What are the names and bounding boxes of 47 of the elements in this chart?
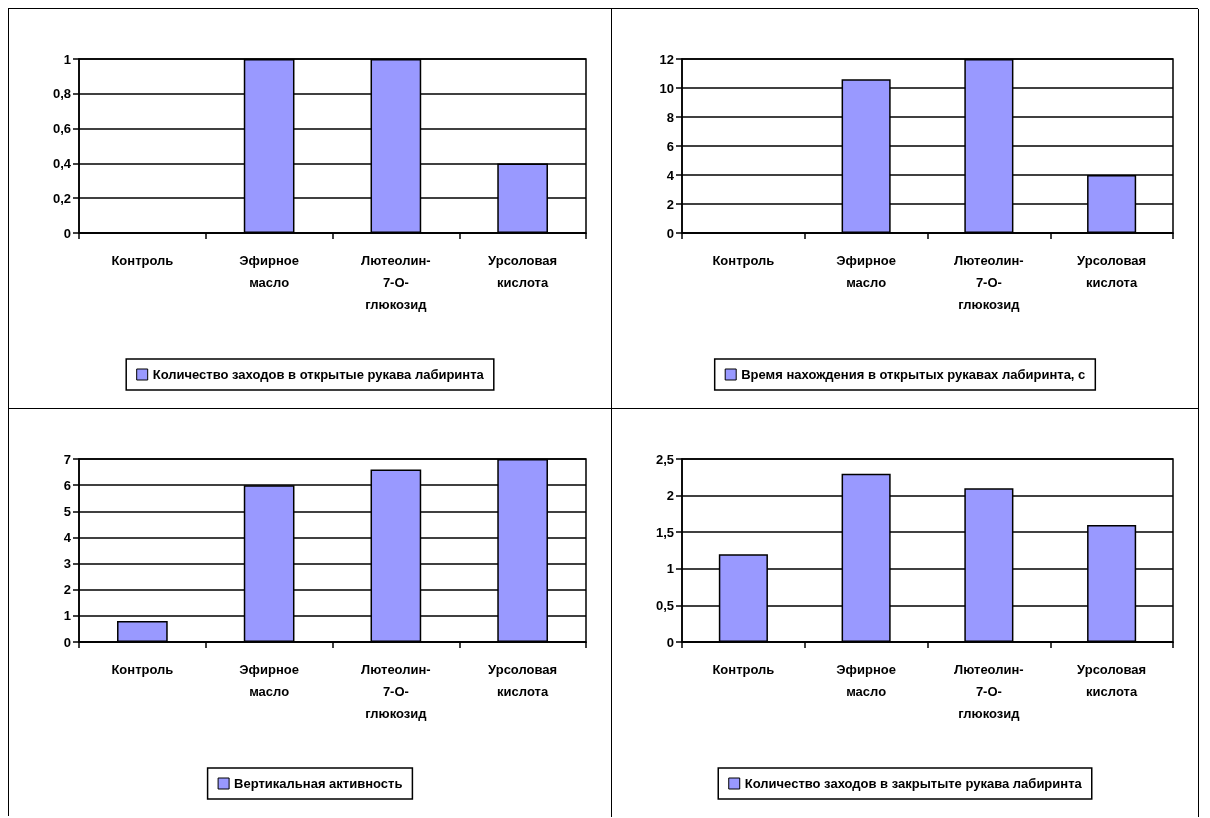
x-tick-label: Эфирное масло bbox=[836, 252, 896, 290]
y-tick-label: 0,4 bbox=[52, 155, 72, 171]
y-tick-label: 5 bbox=[63, 503, 71, 519]
x-tick-label: Урсоловая кислота bbox=[488, 252, 558, 290]
y-tick-label: 8 bbox=[666, 109, 674, 125]
x-tick-label: Эфирное масло bbox=[239, 252, 299, 290]
y-tick-label: 1 bbox=[63, 608, 71, 624]
y-tick-label: 3 bbox=[63, 556, 71, 572]
x-tick-label: Лютеолин-7-О-глюкозид bbox=[361, 661, 431, 721]
x-tick-label: Урсоловая кислота bbox=[1077, 661, 1147, 699]
x-tick-label: Лютеолин-7-О-глюкозид bbox=[954, 252, 1024, 312]
legend-label: Вертикальная активность bbox=[234, 776, 403, 791]
y-tick-label: 0,5 bbox=[655, 597, 674, 613]
x-tick-label: Урсоловая кислота bbox=[1077, 252, 1147, 290]
y-tick-label: 0,6 bbox=[52, 121, 71, 137]
y-tick-label: 2 bbox=[666, 196, 674, 212]
y-tick-label: 12 bbox=[659, 51, 674, 67]
y-tick-label: 7 bbox=[63, 451, 71, 467]
y-tick-label: 0,8 bbox=[52, 86, 71, 102]
y-tick-label: 0,2 bbox=[52, 190, 71, 206]
x-tick-label: Урсоловая кислота bbox=[488, 661, 558, 699]
y-tick-label: 1 bbox=[666, 561, 674, 577]
y-tick-label: 10 bbox=[659, 80, 674, 96]
y-tick-label: 6 bbox=[63, 477, 71, 493]
x-tick-label: Лютеолин-7-О-глюкозид bbox=[954, 661, 1024, 721]
y-tick-label: 0 bbox=[666, 225, 674, 241]
legend-label: Количество заходов в открытые рукава лабиринта bbox=[152, 367, 485, 382]
x-tick-label: Эфирное масло bbox=[836, 661, 896, 699]
y-tick-label: 0 bbox=[666, 634, 674, 650]
legend-label: Время нахождения в открытых рукавах лабиринта, с bbox=[741, 367, 1086, 382]
x-tick-label: Контроль bbox=[712, 661, 775, 677]
y-tick-label: 4 bbox=[63, 529, 72, 545]
y-tick-label: 6 bbox=[666, 138, 674, 154]
legend-label: Количество заходов в закрытыте рукава лабиринта bbox=[744, 776, 1083, 791]
x-tick-label: Контроль bbox=[712, 252, 775, 268]
y-tick-label: 2,5 bbox=[655, 451, 674, 467]
y-tick-label: 2 bbox=[63, 582, 71, 598]
y-tick-label: 1,5 bbox=[655, 524, 674, 540]
y-tick-label: 4 bbox=[666, 167, 675, 183]
x-tick-label: Контроль bbox=[111, 661, 174, 677]
x-tick-label: Лютеолин-7-О-глюкозид bbox=[361, 252, 431, 312]
y-tick-label: 1 bbox=[63, 51, 71, 67]
x-tick-label: Эфирное масло bbox=[239, 661, 299, 699]
y-tick-label: 2 bbox=[666, 488, 674, 504]
x-tick-label: Контроль bbox=[111, 252, 174, 268]
y-tick-label: 0 bbox=[63, 225, 71, 241]
y-tick-label: 0 bbox=[63, 634, 71, 650]
